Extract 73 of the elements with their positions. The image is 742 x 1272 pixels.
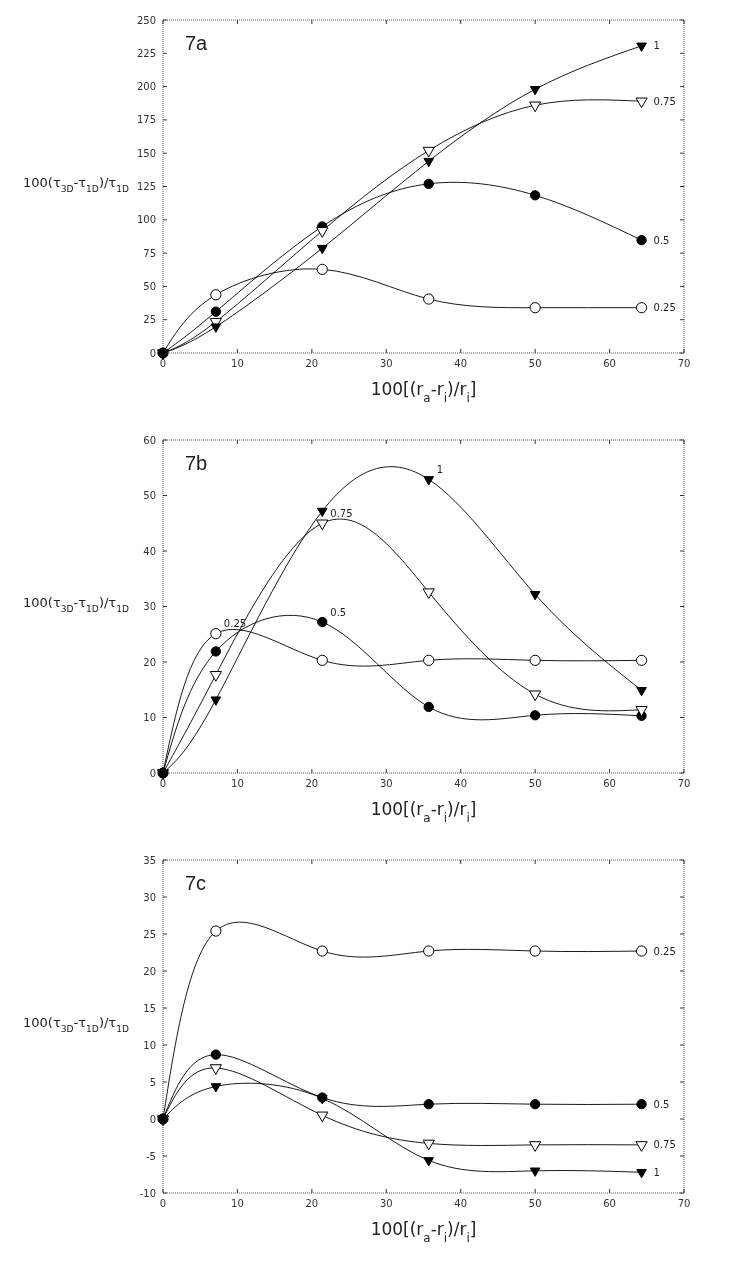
x-tick-label: 60 xyxy=(603,1198,616,1209)
x-tick-label: 70 xyxy=(677,1198,691,1209)
x-tick-label: 30 xyxy=(379,778,393,789)
x-tick-label: 0 xyxy=(159,778,167,789)
x-tick-label: 70 xyxy=(677,778,691,789)
x-axis-title: 100[(r$_{a}$-r$_{i}$)/r$_{i}$] xyxy=(370,1219,477,1245)
y-tick-label: 100 xyxy=(136,214,156,226)
x-tick-label: 10 xyxy=(231,1198,244,1209)
y-tick-label: 225 xyxy=(136,47,156,59)
x-tick-label: 0 xyxy=(159,1198,167,1209)
x-tick-label: 40 xyxy=(454,778,468,789)
series-label: 0.25 xyxy=(653,945,676,957)
series-label: 0.5 xyxy=(330,606,347,618)
series-label: 1 xyxy=(436,463,444,475)
y-tick-label: 15 xyxy=(143,1002,156,1014)
y-tick-label: 75 xyxy=(143,247,156,259)
series-label: 1 xyxy=(653,1166,660,1178)
series-label: 0.5 xyxy=(653,234,670,246)
x-tick-label: 50 xyxy=(528,1198,542,1209)
x-tick-label: 60 xyxy=(603,778,616,789)
x-tick-label: 50 xyxy=(528,778,542,789)
y-tick-label: 0 xyxy=(149,1113,156,1125)
y-axis-title: 100(τ$_{3D}$-τ$_{1D}$)/τ$_{1D}$ xyxy=(23,594,129,614)
y-tick-label: 50 xyxy=(143,490,156,501)
y-tick-label: 0 xyxy=(149,767,156,779)
y-tick-label: 10 xyxy=(143,712,156,723)
y-tick-label: 200 xyxy=(136,81,156,93)
series-label: 1 xyxy=(653,40,660,52)
y-tick-label: 0 xyxy=(149,347,156,359)
y-tick-label: 25 xyxy=(143,928,156,940)
y-axis-title: 100(τ$_{3D}$-τ$_{1D}$)/τ$_{1D}$ xyxy=(23,1014,129,1034)
y-tick-label: 30 xyxy=(143,601,156,612)
x-tick-label: 20 xyxy=(305,778,319,789)
x-tick-label: 30 xyxy=(379,1198,393,1209)
y-axis-title: 100(τ$_{3D}$-τ$_{1D}$)/τ$_{1D}$ xyxy=(23,174,129,194)
x-tick-label: 70 xyxy=(677,358,691,369)
y-tick-label: 175 xyxy=(136,114,156,126)
y-tick-label: 35 xyxy=(143,854,156,866)
x-tick-label: 10 xyxy=(231,358,244,369)
series-label: 0.5 xyxy=(653,1098,670,1110)
y-tick-label: 25 xyxy=(143,314,156,326)
x-tick-label: 20 xyxy=(305,358,319,369)
y-tick-label: -5 xyxy=(146,1150,156,1162)
x-tick-label: 10 xyxy=(231,778,244,789)
text: 7a xyxy=(185,32,209,54)
text: 7c xyxy=(185,872,207,894)
y-tick-label: 125 xyxy=(136,181,156,192)
y-tick-label: 40 xyxy=(143,545,156,557)
y-tick-label: 150 xyxy=(136,147,156,159)
x-tick-label: 0 xyxy=(159,358,167,369)
x-axis-title: 100[(r$_{a}$-r$_{i}$)/r$_{i}$] xyxy=(370,379,477,405)
series-label: 0.25 xyxy=(223,618,247,630)
x-tick-label: 30 xyxy=(379,358,393,369)
x-tick-label: 60 xyxy=(603,358,616,369)
x-tick-label: 50 xyxy=(528,358,542,369)
x-tick-label: 40 xyxy=(454,358,468,369)
series-label: 0.75 xyxy=(330,507,353,519)
y-tick-label: 20 xyxy=(143,656,156,668)
text: 7b xyxy=(185,452,208,474)
y-tick-label: 20 xyxy=(143,965,156,977)
y-tick-label: 10 xyxy=(143,1039,156,1051)
x-axis-title: 100[(r$_{a}$-r$_{i}$)/r$_{i}$] xyxy=(370,799,477,825)
x-tick-label: 20 xyxy=(305,1198,319,1209)
y-tick-label: 250 xyxy=(136,14,156,26)
y-tick-label: 50 xyxy=(143,280,156,292)
x-tick-label: 40 xyxy=(454,1198,468,1209)
y-tick-label: -10 xyxy=(139,1187,156,1199)
series-label: 0.75 xyxy=(653,1139,676,1151)
y-tick-label: 30 xyxy=(143,891,156,903)
y-tick-label: 5 xyxy=(149,1076,156,1088)
series-label: 0.25 xyxy=(653,302,676,314)
y-tick-label: 60 xyxy=(143,434,156,446)
series-label: 0.75 xyxy=(653,95,676,107)
